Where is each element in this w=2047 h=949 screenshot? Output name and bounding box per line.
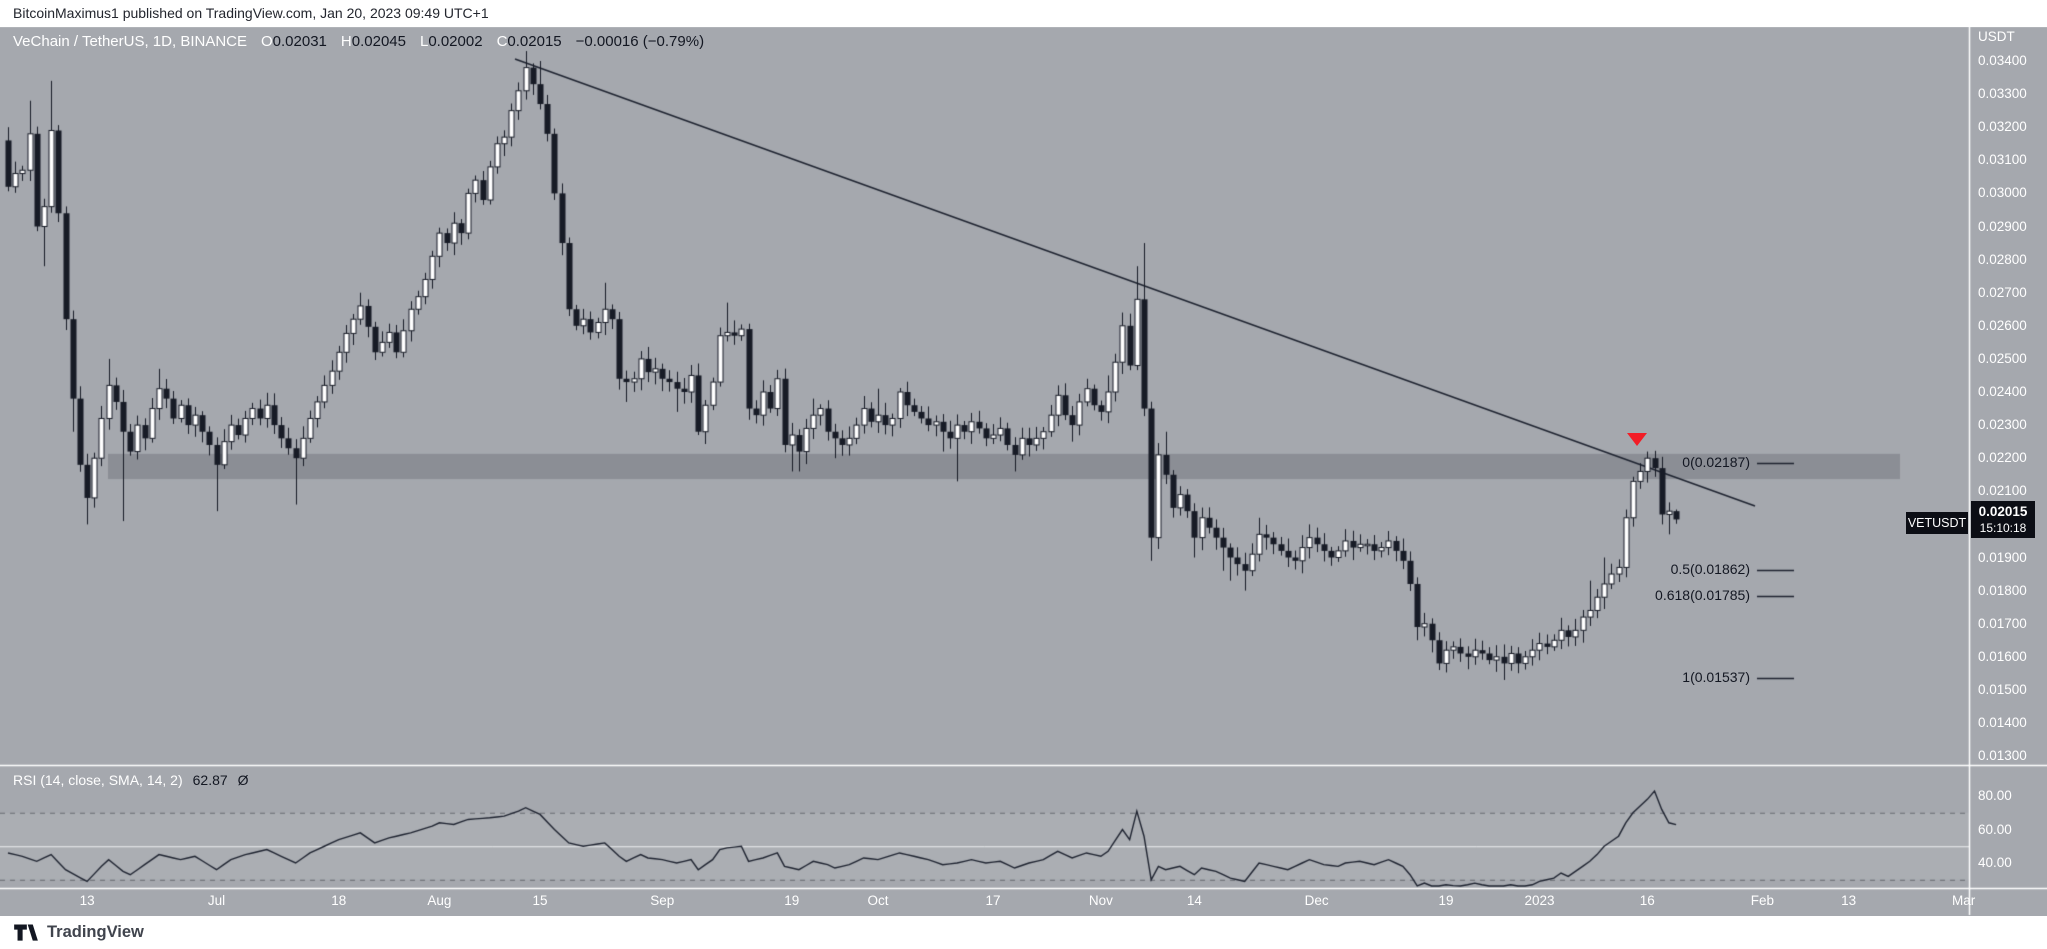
price-tick-label: 0.02500 [1978, 350, 2027, 366]
price-axis-currency: USDT [1978, 29, 2015, 44]
price-tick-label: 0.03100 [1978, 152, 2027, 168]
price-tick-label: 0.01400 [1978, 715, 2027, 730]
ohlc-values: O0.02031 H0.02045 L0.02002 C0.02015 [261, 33, 562, 50]
price-tick-label: 0.01900 [1978, 549, 2027, 565]
time-tick-label: Jul [207, 893, 226, 908]
rsi-tick-label: 80.00 [1978, 788, 2012, 803]
fib-level-label[interactable]: 0.5(0.01862) [1670, 561, 1750, 578]
time-tick-label: 19 [784, 893, 800, 908]
price-tick-label: 0.03200 [1978, 119, 2027, 135]
time-tick-label: Mar [1952, 893, 1976, 908]
price-tick-label: 0.01800 [1978, 582, 2027, 598]
rsi-tick-label: 40.00 [1978, 855, 2012, 870]
publish-header: BitcoinMaximus1 published on TradingView… [0, 0, 2047, 27]
rsi-title[interactable]: RSI (14, close, SMA, 14, 2) [13, 772, 183, 788]
publish-title: BitcoinMaximus1 published on TradingView… [13, 5, 489, 21]
price-tick-label: 0.03300 [1978, 86, 2027, 102]
ohlc-item: C0.02015 [496, 32, 562, 50]
fib-level-label[interactable]: 0(0.02187) [1682, 453, 1750, 470]
time-tick-label: 19 [1438, 893, 1454, 908]
tradingview-wordmark[interactable]: TradingView [47, 923, 144, 941]
time-tick-label: Oct [867, 893, 889, 908]
time-tick-label: 2023 [1524, 893, 1555, 908]
price-tick-label: 0.01500 [1978, 681, 2027, 697]
ohlc-item: L0.02002 [419, 32, 483, 50]
symbol-legend: VeChain / TetherUS, 1D, BINANCE O0.02031… [13, 31, 704, 51]
price-tick-label: 0.03400 [1978, 53, 2027, 68]
sell-arrow-icon[interactable] [1626, 432, 1647, 446]
hide-indicator-icon[interactable]: Ø [237, 772, 249, 788]
time-tick-label: Aug [427, 893, 452, 908]
last-price-tag: 0.02015 15:10:18 [1971, 501, 2035, 538]
time-tick-label: 15 [532, 893, 548, 908]
rsi-value: 62.87 [192, 772, 228, 788]
last-price: 0.02015 [1978, 503, 2028, 519]
ohlc-item: H0.02045 [340, 32, 406, 50]
price-tick-label: 0.01700 [1978, 615, 2027, 631]
time-tick-label: 18 [331, 893, 347, 908]
price-tick-label: 0.02100 [1978, 483, 2027, 499]
change-value: −0.00016 (−0.79%) [575, 32, 705, 50]
price-tick-label: 0.03000 [1978, 185, 2027, 201]
rsi-tick-label: 60.00 [1978, 821, 2012, 837]
time-tick-label: 13 [1841, 893, 1857, 908]
symbol-price-tag: VETUSDT [1906, 512, 1968, 534]
time-tick-label: Feb [1750, 893, 1774, 908]
bar-countdown: 15:10:18 [1979, 520, 2027, 535]
price-tick-label: 0.02300 [1978, 417, 2027, 433]
tradingview-logo-icon [14, 924, 38, 941]
time-tick-label: Nov [1088, 893, 1113, 908]
fib-level-label[interactable]: 0.618(0.01785) [1655, 586, 1750, 603]
price-tick-label: 0.02800 [1978, 251, 2027, 267]
time-tick-label: 13 [79, 893, 95, 908]
time-tick-label: 17 [985, 893, 1001, 908]
footer-bar: TradingView [0, 916, 2047, 949]
price-tick-label: 0.02200 [1978, 450, 2027, 466]
symbol-name[interactable]: VeChain / TetherUS, 1D, BINANCE [13, 32, 247, 50]
price-tick-label: 0.02900 [1978, 218, 2027, 234]
rsi-legend: RSI (14, close, SMA, 14, 2) 62.87 Ø [13, 771, 249, 789]
fib-level-label[interactable]: 1(0.01537) [1682, 668, 1750, 685]
price-tick-label: 0.02600 [1978, 317, 2027, 333]
time-tick-label: 16 [1639, 893, 1655, 908]
price-tick-label: 0.01300 [1978, 748, 2027, 764]
ohlc-item: O0.02031 [261, 32, 327, 50]
price-tick-label: 0.02400 [1978, 384, 2027, 399]
time-tick-label: Sep [650, 893, 675, 908]
time-tick-label: 14 [1186, 893, 1202, 908]
price-tick-label: 0.01600 [1978, 648, 2027, 664]
time-tick-label: Dec [1304, 893, 1329, 908]
price-tick-label: 0.02700 [1978, 284, 2027, 300]
